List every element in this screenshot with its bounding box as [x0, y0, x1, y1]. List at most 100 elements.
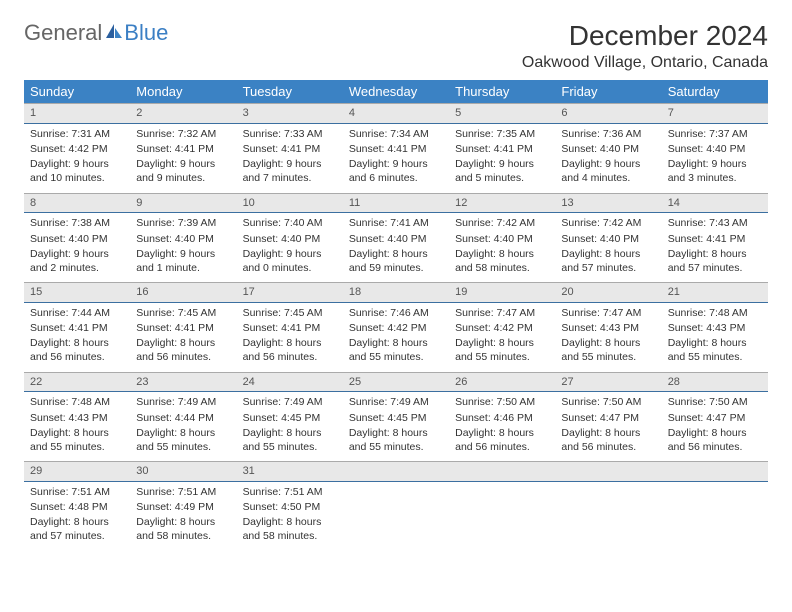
sunrise-line: Sunrise: 7:47 AM	[561, 306, 655, 320]
daylight-line: Daylight: 9 hours and 7 minutes.	[243, 157, 337, 185]
day-content: Sunrise: 7:49 AMSunset: 4:45 PMDaylight:…	[343, 392, 449, 461]
calendar-day-cell: 24 Sunrise: 7:49 AM Sunset: 4:45 PMDayligh…	[237, 372, 343, 462]
sunrise-line: Sunrise: 7:40 AM	[243, 216, 337, 230]
sunset-line: Sunset: 4:43 PM	[561, 321, 655, 335]
day-content: Sunrise: 7:46 AMSunset: 4:42 PMDaylight:…	[343, 303, 449, 372]
sunset-line: Sunset: 4:46 PM	[455, 411, 549, 425]
day-number: 19	[449, 282, 555, 303]
day-number: 6	[555, 103, 661, 124]
daylight-line: Daylight: 9 hours and 5 minutes.	[455, 157, 549, 185]
calendar-day-cell: 4Sunrise: 7:34 AMSunset: 4:41 PMDaylight…	[343, 103, 449, 193]
day-content: Sunrise: 7:50 AMSunset: 4:47 PMDaylight:…	[555, 392, 661, 461]
sunset-line: Sunset: 4:42 PM	[30, 142, 124, 156]
calendar-day-cell: 18Sunrise: 7:46 AMSunset: 4:42 PMDayligh…	[343, 282, 449, 372]
sunset-line: Sunset: 4:42 PM	[455, 321, 549, 335]
sunrise-line: Sunrise: 7:44 AM	[30, 306, 124, 320]
day-number: 24	[237, 372, 343, 393]
calendar-day-cell: 10Sunrise: 7:40 AMSunset: 4:40 PMDayligh…	[237, 193, 343, 283]
calendar-day-cell: 5Sunrise: 7:35 AMSunset: 4:41 PMDaylight…	[449, 103, 555, 193]
day-number: 11	[343, 193, 449, 214]
sunrise-line: Sunrise: 7:45 AM	[243, 306, 337, 320]
logo-text-blue: Blue	[124, 20, 168, 46]
daylight-line: Daylight: 9 hours and 10 minutes.	[30, 157, 124, 185]
daylight-line: Daylight: 8 hours and 56 minutes.	[668, 426, 762, 454]
weekday-header-row: SundayMondayTuesdayWednesdayThursdayFrid…	[24, 80, 768, 103]
day-number: 25	[343, 372, 449, 393]
day-content: Sunrise: 7:33 AMSunset: 4:41 PMDaylight:…	[237, 124, 343, 193]
sunset-line: Sunset: 4:43 PM	[668, 321, 762, 335]
day-content: Sunrise: 7:45 AMSunset: 4:41 PMDaylight:…	[130, 303, 236, 372]
day-number: 20	[555, 282, 661, 303]
day-content: Sunrise: 7:39 AMSunset: 4:40 PMDaylight:…	[130, 213, 236, 282]
day-content: Sunrise: 7:44 AMSunset: 4:41 PMDaylight:…	[24, 303, 130, 372]
sunset-line: Sunset: 4:42 PM	[349, 321, 443, 335]
sunrise-line: Sunrise: 7:50 AM	[455, 395, 549, 409]
sunrise-line: Sunrise: 7:32 AM	[136, 127, 230, 141]
sunset-line: Sunset: 4:47 PM	[561, 411, 655, 425]
sunset-line: Sunset: 4:47 PM	[668, 411, 762, 425]
day-number: 4	[343, 103, 449, 124]
calendar-day-cell: .	[555, 461, 661, 551]
calendar-day-cell: .	[343, 461, 449, 551]
day-content: Sunrise: 7:43 AMSunset: 4:41 PMDaylight:…	[662, 213, 768, 282]
sunset-line: Sunset: 4:41 PM	[30, 321, 124, 335]
daylight-line: Daylight: 9 hours and 1 minute.	[136, 247, 230, 275]
day-content: Sunrise: 7:51 AMSunset: 4:49 PMDaylight:…	[130, 482, 236, 551]
day-number: 29	[24, 461, 130, 482]
calendar-week-row: 22Sunrise: 7:48 AMSunset: 4:43 PMDayligh…	[24, 372, 768, 462]
sunrise-line: Sunrise: 7:48 AM	[668, 306, 762, 320]
weekday-header: Sunday	[24, 80, 130, 103]
sunrise-line: Sunrise: 7:43 AM	[668, 216, 762, 230]
calendar-day-cell: 31Sunrise: 7:51 AMSunset: 4:50 PMDayligh…	[237, 461, 343, 551]
sunset-line: Sunset: 4:48 PM	[30, 500, 124, 514]
day-number: 26	[449, 372, 555, 393]
daylight-line: Daylight: 8 hours and 55 minutes.	[561, 336, 655, 364]
weekday-header: Monday	[130, 80, 236, 103]
daylight-line: Daylight: 8 hours and 57 minutes.	[668, 247, 762, 275]
calendar-day-cell: 11Sunrise: 7:41 AMSunset: 4:40 PMDayligh…	[343, 193, 449, 283]
daylight-line: Daylight: 8 hours and 56 minutes.	[30, 336, 124, 364]
month-title: December 2024	[522, 20, 768, 52]
daylight-line: Daylight: 8 hours and 56 minutes.	[243, 336, 337, 364]
calendar-day-cell: 9Sunrise: 7:39 AMSunset: 4:40 PMDaylight…	[130, 193, 236, 283]
daylight-line: Daylight: 8 hours and 55 minutes.	[243, 426, 337, 454]
logo: General Blue	[24, 20, 168, 46]
day-number: 2	[130, 103, 236, 124]
daylight-line: Daylight: 8 hours and 55 minutes.	[349, 336, 443, 364]
day-content: Sunrise: 7:51 AMSunset: 4:50 PMDaylight:…	[237, 482, 343, 551]
calendar-day-cell: 23Sunrise: 7:49 AMSunset: 4:44 PMDayligh…	[130, 372, 236, 462]
sunrise-line: Sunrise: 7:35 AM	[455, 127, 549, 141]
day-content: Sunrise: 7:49 AMSunset: 4:44 PMDaylight:…	[130, 392, 236, 461]
calendar-day-cell: 25Sunrise: 7:49 AMSunset: 4:45 PMDayligh…	[343, 372, 449, 462]
day-number: 21	[662, 282, 768, 303]
day-number: 15	[24, 282, 130, 303]
daylight-line: Daylight: 9 hours and 6 minutes.	[349, 157, 443, 185]
sunset-line: Sunset: 4:40 PM	[30, 232, 124, 246]
day-content: Sunrise: 7:31 AMSunset: 4:42 PMDaylight:…	[24, 124, 130, 193]
day-content: Sunrise: 7:37 AMSunset: 4:40 PMDaylight:…	[662, 124, 768, 193]
day-content: Sunrise: 7:34 AMSunset: 4:41 PMDaylight:…	[343, 124, 449, 193]
sunset-line: Sunset: 4:41 PM	[349, 142, 443, 156]
day-number: 27	[555, 372, 661, 393]
day-number: 3	[237, 103, 343, 124]
calendar-day-cell: .	[449, 461, 555, 551]
daylight-line: Daylight: 8 hours and 55 minutes.	[668, 336, 762, 364]
day-number: 7	[662, 103, 768, 124]
sunrise-line: Sunrise: 7:49 AM	[349, 395, 443, 409]
logo-sail-icon	[104, 20, 124, 46]
calendar-day-cell: 21 Sunrise: 7:48 AMSunset: 4:43 PMDayligh…	[662, 282, 768, 372]
calendar-day-cell: 27Sunrise: 7:50 AMSunset: 4:47 PMDayligh…	[555, 372, 661, 462]
sunrise-line: Sunrise: 7:49 AM	[136, 395, 230, 409]
sunset-line: Sunset: 4:41 PM	[243, 142, 337, 156]
sunrise-line: Sunrise: 7:45 AM	[136, 306, 230, 320]
sunset-line: Sunset: 4:40 PM	[561, 232, 655, 246]
calendar-day-cell: 8Sunrise: 7:38 AMSunset: 4:40 PMDaylight…	[24, 193, 130, 283]
sunset-line: Sunset: 4:45 PM	[243, 411, 337, 425]
daylight-line: Daylight: 8 hours and 57 minutes.	[561, 247, 655, 275]
daylight-line: Daylight: 8 hours and 58 minutes.	[243, 515, 337, 543]
day-number: 12	[449, 193, 555, 214]
day-content: Sunrise: 7:42 AMSunset: 4:40 PMDaylight:…	[449, 213, 555, 282]
day-content: Sunrise: 7:45 AMSunset: 4:41 PMDaylight:…	[237, 303, 343, 372]
day-number: 30	[130, 461, 236, 482]
sunrise-line: Sunrise: 7:49 AM	[243, 395, 337, 409]
